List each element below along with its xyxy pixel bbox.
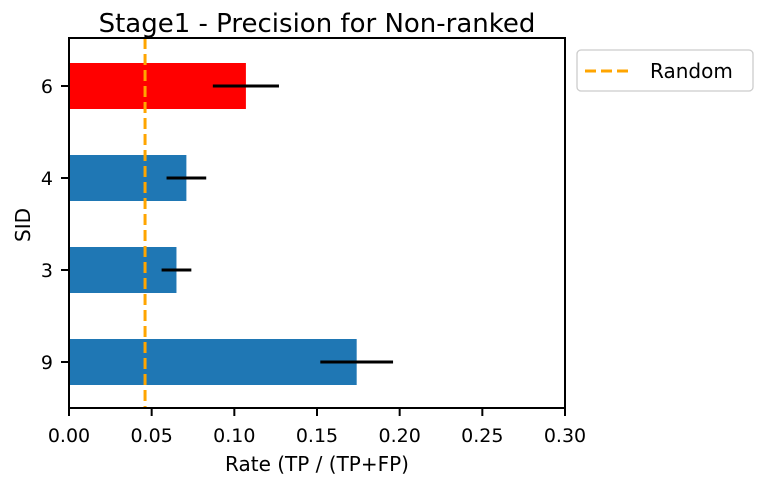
y-tick-label: 6 xyxy=(41,76,53,98)
legend-frame xyxy=(576,49,754,92)
x-tick-label: 0.00 xyxy=(48,425,90,447)
legend-random-label: Random xyxy=(650,59,733,83)
chart-title: Stage1 - Precision for Non-ranked xyxy=(99,9,536,39)
x-tick-label: 0.25 xyxy=(461,425,503,447)
legend: Random xyxy=(576,49,754,92)
x-axis-label: Rate (TP / (TP+FP) xyxy=(225,452,409,476)
plot-layer: 0.00 0.05 0.10 0.15 0.20 0.25 0.30 6 4 3 9 xyxy=(41,37,586,447)
x-tick-label: 0.30 xyxy=(544,425,586,447)
bar-sid-3 xyxy=(69,247,177,293)
y-tick-label: 3 xyxy=(41,260,53,282)
x-tick-label: 0.15 xyxy=(296,425,338,447)
x-tick-label: 0.05 xyxy=(131,425,173,447)
y-tick-label: 4 xyxy=(41,168,53,190)
x-tick-label: 0.10 xyxy=(213,425,255,447)
y-tick-label: 9 xyxy=(41,352,53,374)
bar-sid-9 xyxy=(69,339,357,385)
x-tick-label: 0.20 xyxy=(379,425,421,447)
y-axis-label: SID xyxy=(11,208,35,242)
